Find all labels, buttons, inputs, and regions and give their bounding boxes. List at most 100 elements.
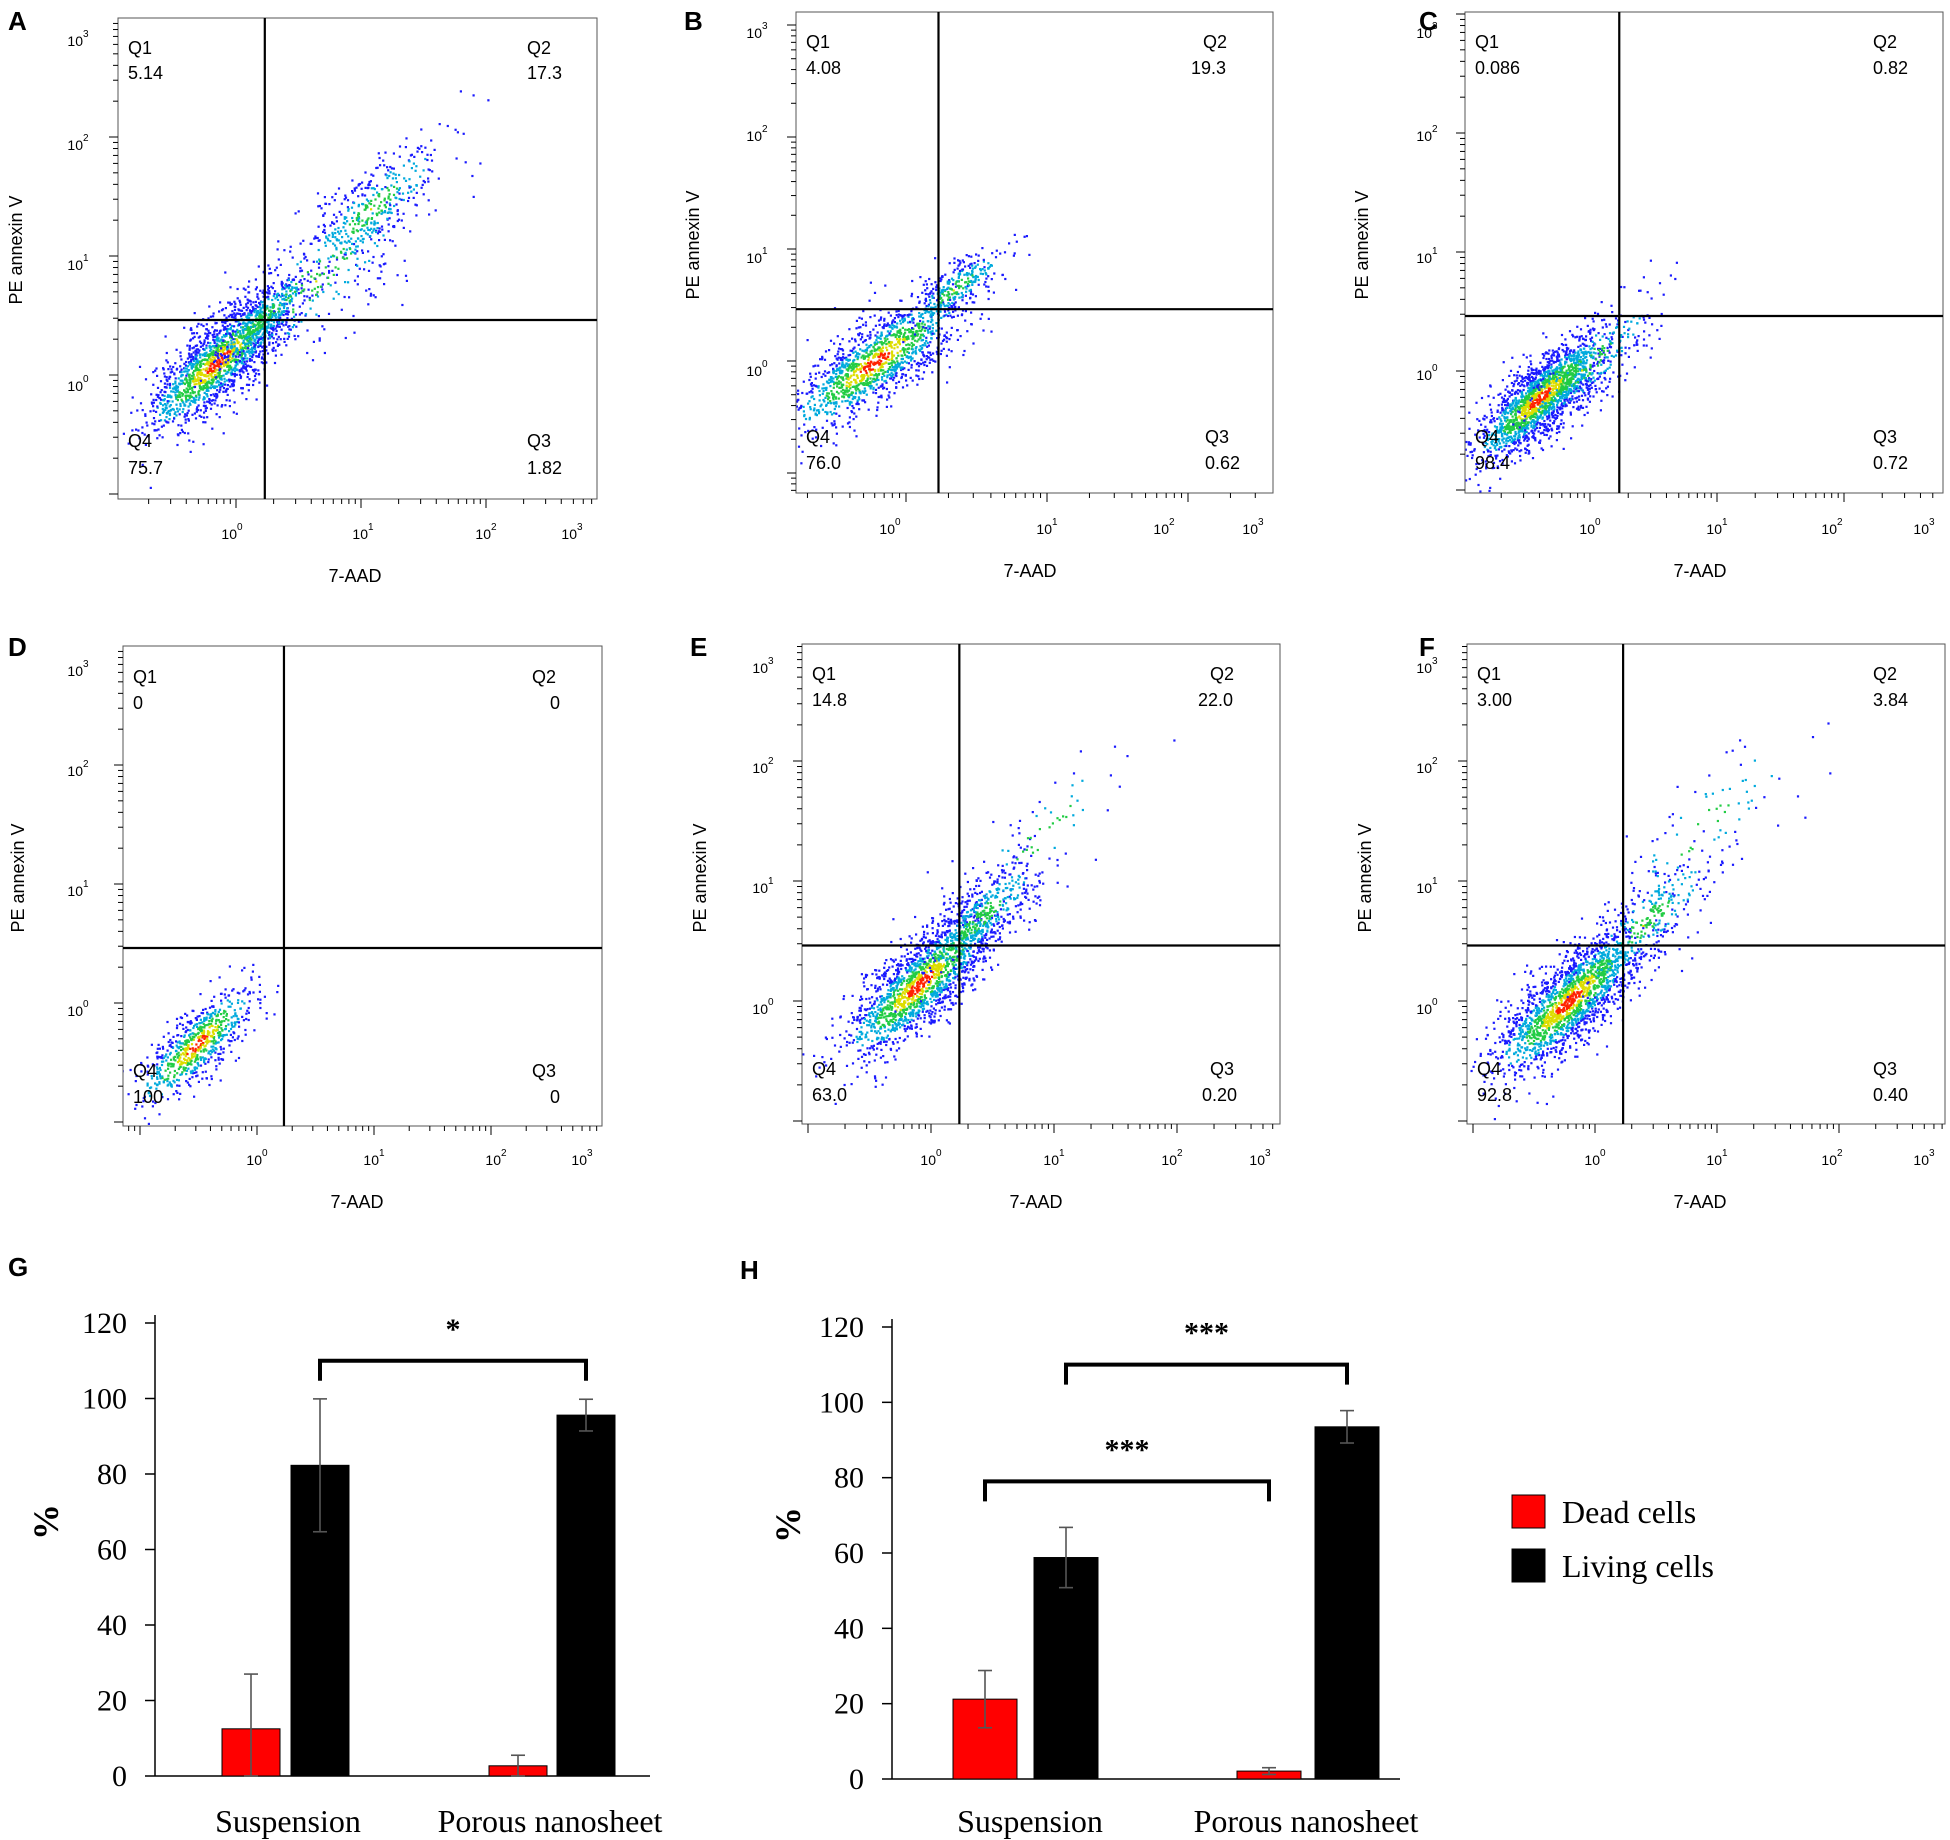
scatter-point bbox=[838, 405, 841, 408]
scatter-point bbox=[364, 232, 368, 235]
scatter-point bbox=[315, 293, 318, 297]
scatter-point bbox=[822, 398, 825, 402]
scatter-point bbox=[1480, 423, 1483, 426]
scatter-point bbox=[415, 204, 418, 207]
scatter-point bbox=[168, 384, 172, 387]
scatter-point bbox=[204, 421, 207, 424]
scatter-point bbox=[917, 338, 920, 341]
scatter-point bbox=[222, 365, 225, 368]
scatter-point bbox=[900, 299, 903, 302]
scatter-point bbox=[160, 389, 163, 392]
scatter-point bbox=[281, 310, 284, 313]
scatter-point bbox=[187, 432, 190, 435]
scatter-point bbox=[204, 336, 208, 339]
scatter-point bbox=[229, 385, 232, 388]
scatter-point bbox=[949, 314, 952, 317]
scatter-point bbox=[1503, 425, 1507, 429]
scatter-point bbox=[226, 370, 229, 374]
scatter-point bbox=[255, 398, 258, 401]
scatter-point bbox=[1524, 419, 1527, 423]
scatter-point bbox=[192, 440, 195, 443]
scatter-point bbox=[227, 348, 230, 351]
scatter-point bbox=[261, 304, 265, 307]
scatter-point bbox=[210, 375, 213, 378]
scatter-point bbox=[1567, 392, 1570, 395]
scatter-point bbox=[248, 326, 251, 329]
scatter-point bbox=[873, 374, 876, 377]
scatter-point bbox=[294, 313, 297, 316]
scatter-point bbox=[378, 239, 381, 242]
scatter-point bbox=[946, 281, 949, 284]
scatter-point bbox=[891, 320, 894, 323]
scatter-point bbox=[835, 390, 839, 393]
scatter-point bbox=[184, 396, 188, 399]
scatter-point bbox=[885, 405, 888, 408]
scatter-point bbox=[415, 191, 418, 194]
scatter-point bbox=[407, 191, 410, 194]
scatter-point bbox=[237, 320, 240, 323]
scatter-point bbox=[880, 360, 883, 363]
scatter-point bbox=[186, 372, 189, 376]
scatter-point bbox=[950, 350, 953, 353]
scatter-point bbox=[845, 384, 848, 387]
scatter-point bbox=[295, 290, 298, 293]
scatter-point bbox=[880, 340, 883, 343]
scatter-point bbox=[212, 338, 215, 341]
scatter-point bbox=[230, 302, 233, 306]
scatter-point bbox=[1586, 351, 1589, 354]
scatter-point bbox=[221, 336, 224, 339]
scatter-point bbox=[472, 195, 475, 198]
scatter-point bbox=[910, 310, 913, 313]
scatter-point bbox=[977, 254, 980, 257]
scatter-point bbox=[269, 309, 272, 312]
scatter-point bbox=[217, 369, 220, 372]
scatter-point bbox=[194, 344, 197, 347]
scatter-point bbox=[351, 250, 354, 254]
scatter-point bbox=[919, 330, 923, 333]
scatter-point bbox=[211, 382, 214, 385]
scatter-point bbox=[202, 404, 205, 407]
scatter-point bbox=[256, 305, 259, 309]
scatter-point bbox=[801, 450, 804, 453]
scatter-point bbox=[1506, 455, 1509, 458]
scatter-point bbox=[1529, 360, 1532, 363]
scatter-point bbox=[232, 382, 235, 385]
scatter-point bbox=[277, 258, 280, 261]
scatter-point bbox=[344, 229, 347, 232]
scatter-point bbox=[176, 443, 179, 447]
scatter-point bbox=[957, 276, 960, 280]
scatter-point bbox=[291, 278, 294, 281]
scatter-point bbox=[919, 315, 922, 318]
scatter-point bbox=[1526, 439, 1529, 442]
scatter-point bbox=[900, 368, 903, 372]
scatter-point bbox=[258, 337, 261, 341]
scatter-point bbox=[874, 380, 877, 383]
scatter-point bbox=[272, 326, 275, 329]
scatter-point bbox=[364, 186, 367, 189]
scatter-point bbox=[1535, 387, 1538, 390]
scatter-point bbox=[257, 297, 260, 300]
scatter-point bbox=[237, 351, 240, 354]
scatter-point bbox=[909, 329, 912, 332]
scatter-point bbox=[248, 358, 252, 361]
scatter-point bbox=[286, 317, 289, 320]
scatter-point bbox=[268, 272, 271, 275]
scatter-point bbox=[839, 381, 842, 384]
scatter-point bbox=[1494, 435, 1498, 438]
x-tick-label: 100 bbox=[879, 517, 901, 537]
scatter-point bbox=[172, 408, 175, 411]
scatter-point bbox=[294, 275, 297, 278]
scatter-point bbox=[247, 383, 251, 386]
scatter-point bbox=[192, 396, 195, 399]
scatter-point bbox=[225, 379, 228, 382]
y-tick-label: 103 bbox=[67, 29, 89, 49]
scatter-point bbox=[923, 355, 926, 358]
scatter-point bbox=[811, 429, 814, 432]
scatter-point bbox=[207, 380, 210, 383]
scatter-point bbox=[1025, 235, 1028, 238]
scatter-point bbox=[953, 261, 956, 264]
scatter-point bbox=[956, 267, 959, 270]
scatter-point bbox=[170, 390, 173, 393]
scatter-point bbox=[216, 333, 219, 336]
scatter-point bbox=[294, 294, 297, 297]
